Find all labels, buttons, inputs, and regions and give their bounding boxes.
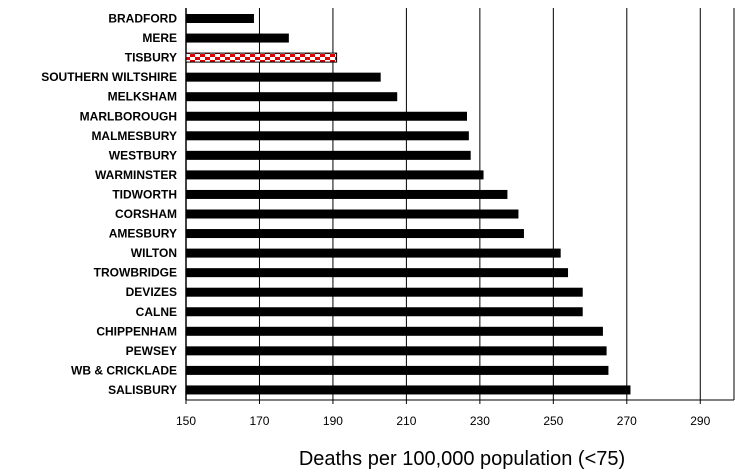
gridlines — [185, 8, 735, 404]
x-tick-label: 270 — [617, 414, 637, 428]
category-label: WB & CRICKLADE — [71, 363, 177, 377]
bar-calne — [186, 307, 583, 317]
category-label: PEWSEY — [126, 344, 177, 358]
category-label: CALNE — [136, 305, 177, 319]
bars — [185, 14, 631, 395]
bar-trowbridge — [186, 268, 569, 278]
bar-westbury — [186, 150, 471, 160]
bar-malmesbury — [186, 131, 469, 141]
bar-southern-wiltshire — [186, 72, 381, 82]
category-label: WESTBURY — [109, 148, 177, 162]
category-label: BRADFORD — [108, 12, 177, 26]
bar-devizes — [186, 287, 583, 297]
category-label: DEVIZES — [126, 285, 177, 299]
bar-chippenham — [186, 326, 603, 336]
bar-melksham — [186, 92, 398, 102]
category-label: MERE — [142, 31, 177, 45]
category-label: CHIPPENHAM — [96, 324, 177, 338]
category-label: TROWBRIDGE — [94, 266, 177, 280]
x-tick-label: 190 — [323, 414, 343, 428]
x-tick-label: 170 — [249, 414, 269, 428]
bar-salisbury — [186, 385, 631, 395]
x-tick-label: 230 — [470, 414, 490, 428]
x-tick-label: 290 — [690, 414, 710, 428]
x-axis-title: Deaths per 100,000 population (<75) — [299, 448, 625, 470]
bar-amesbury — [186, 229, 524, 239]
category-label: MARLBOROUGH — [80, 109, 177, 123]
category-label: MELKSHAM — [108, 90, 177, 104]
category-label: WILTON — [131, 246, 177, 260]
category-label: TIDWORTH — [112, 187, 177, 201]
bar-warminster — [186, 170, 484, 180]
x-tick-label: 150 — [176, 414, 196, 428]
category-label: AMESBURY — [109, 227, 177, 241]
tick-labels: 150 170 190 210 230 250 270 290 — [176, 414, 711, 428]
bar-corsham — [186, 209, 519, 219]
category-label: WARMINSTER — [95, 168, 177, 182]
bar-wilton — [186, 248, 561, 258]
category-label: MALMESBURY — [91, 129, 177, 143]
bar-tisbury — [185, 52, 338, 63]
bar-marlborough — [186, 111, 468, 121]
category-label: SALISBURY — [108, 383, 177, 397]
bar-tidworth — [186, 189, 508, 199]
bar-pewsey — [186, 346, 607, 356]
x-tick-label: 210 — [396, 414, 416, 428]
category-labels: BRADFORD MERE TISBURY SOUTHERN WILTSHIRE MEL… — [41, 12, 177, 397]
category-label: SOUTHERN WILTSHIRE — [41, 70, 177, 84]
bar-mere — [186, 33, 289, 43]
bar-wb-cricklade — [186, 365, 609, 375]
x-tick-label: 250 — [543, 414, 563, 428]
category-label: CORSHAM — [115, 207, 177, 221]
category-label: TISBURY — [125, 51, 177, 65]
bar-bradford — [186, 14, 254, 23]
